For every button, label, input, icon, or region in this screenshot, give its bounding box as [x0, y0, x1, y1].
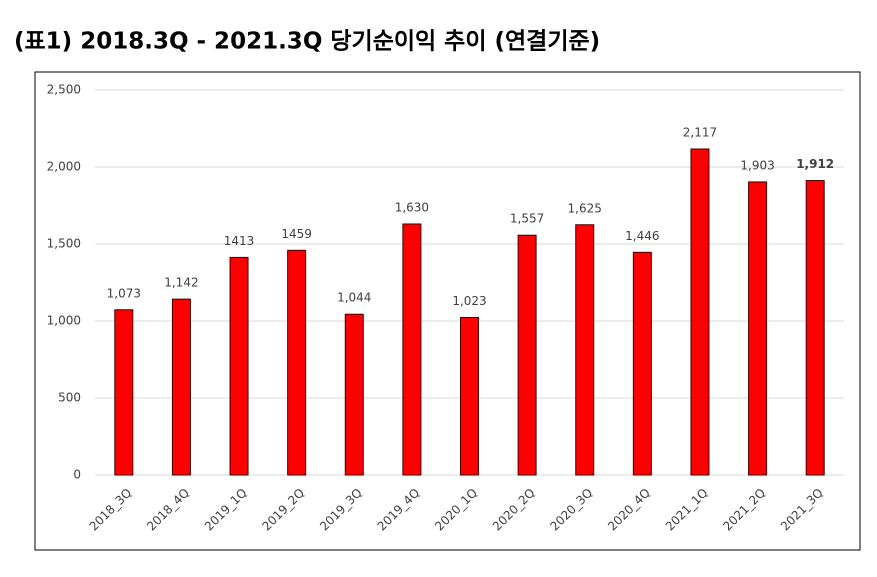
bar	[632, 251, 652, 476]
value-label: 1,557	[510, 212, 544, 226]
y-tick-label: 1,000	[47, 314, 81, 328]
bar	[517, 234, 537, 476]
bar	[402, 223, 422, 476]
value-label: 1,142	[164, 276, 198, 290]
y-tick-label: 2,000	[47, 160, 81, 174]
x-tick-label: 2019_2Q	[259, 486, 307, 534]
bar	[748, 181, 768, 476]
x-tick-label: 2021_3Q	[778, 486, 826, 534]
value-label: 1,044	[337, 291, 371, 305]
bar	[171, 298, 191, 476]
y-tick-label: 0	[73, 468, 81, 482]
bar	[575, 224, 595, 476]
x-tick-label: 2019_3Q	[317, 486, 365, 534]
x-tick-label: 2020_4Q	[605, 486, 653, 534]
bar	[229, 256, 249, 476]
x-tick-label: 2018_3Q	[87, 486, 135, 534]
x-tick-label: 2020_3Q	[548, 486, 596, 534]
value-label: 1,912	[796, 157, 834, 171]
bar	[460, 316, 479, 476]
y-tick-label: 500	[58, 391, 81, 405]
value-label: 1,625	[568, 201, 602, 215]
value-label: 1,023	[452, 294, 486, 308]
bar	[805, 180, 825, 476]
x-tick-label: 2018_4Q	[144, 486, 192, 534]
x-tick-label: 2021_2Q	[720, 486, 768, 534]
y-tick-label: 2,500	[47, 83, 81, 97]
bar	[114, 309, 134, 476]
x-tick-label: 2020_1Q	[432, 486, 480, 534]
value-label: 1,630	[395, 200, 429, 214]
value-label: 1,903	[740, 158, 774, 172]
bar	[344, 313, 364, 476]
value-label: 2,117	[683, 125, 717, 139]
bar	[287, 249, 307, 476]
x-tick-label: 2019_4Q	[375, 486, 423, 534]
x-tick-label: 2019_1Q	[202, 486, 250, 534]
x-tick-label: 2020_2Q	[490, 486, 538, 534]
bar	[690, 148, 710, 476]
chart-frame	[34, 71, 861, 551]
value-label: 1413	[224, 234, 255, 248]
value-label: 1,073	[107, 286, 141, 300]
value-label: 1,446	[625, 229, 659, 243]
value-label: 1459	[281, 227, 312, 241]
y-tick-label: 1,500	[47, 237, 81, 251]
x-tick-label: 2021_1Q	[663, 486, 711, 534]
chart-title: (표1) 2018.3Q - 2021.3Q 당기순이익 추이 (연결기준)	[14, 29, 600, 55]
